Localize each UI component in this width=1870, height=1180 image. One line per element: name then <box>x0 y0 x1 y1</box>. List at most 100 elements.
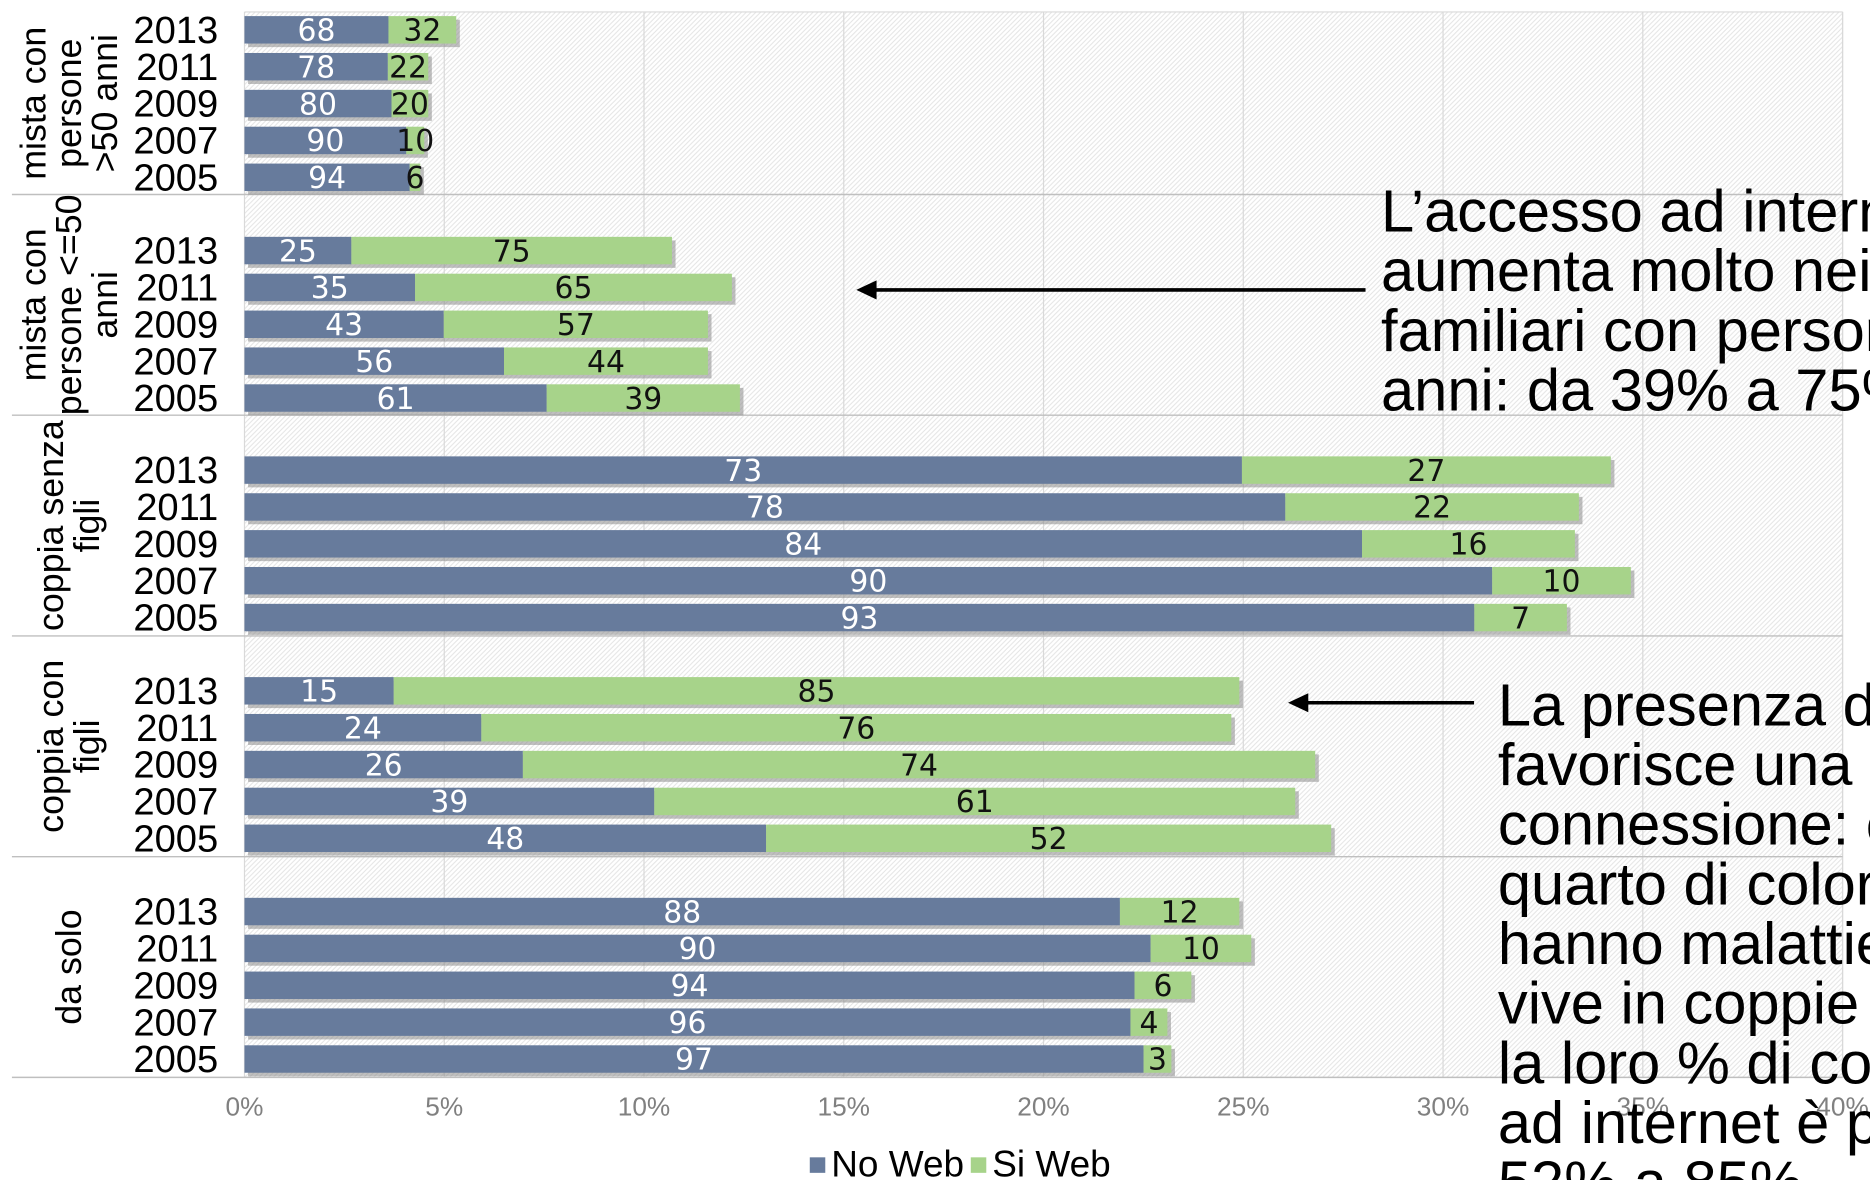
year-labels: 2013201120092007200520132011200920072005… <box>133 9 218 1081</box>
bar-si-web <box>391 89 429 118</box>
bar-no-web <box>244 603 1475 632</box>
bar-si-web <box>393 677 1240 705</box>
data-label-no-web: 73 <box>724 454 762 489</box>
data-label-no-web: 68 <box>298 14 336 49</box>
data-label-si-web: 27 <box>1407 454 1445 489</box>
bar-no-web <box>244 493 1286 521</box>
annotation-arrow-head <box>1288 693 1309 713</box>
bar-no-web <box>244 530 1363 558</box>
data-label-si-web: 39 <box>624 382 662 417</box>
annotation-line: hanno malattie ca <box>1498 910 1870 977</box>
year-label: 2007 <box>133 120 218 163</box>
group-label-line: persone <box>49 39 89 168</box>
group-separators <box>11 193 1843 1079</box>
annotation-arrow-head <box>856 280 877 300</box>
data-label-no-web: 90 <box>849 564 887 599</box>
group-label-line: da solo <box>49 909 89 1024</box>
year-label: 2005 <box>133 377 218 420</box>
bar-si-web <box>546 384 740 412</box>
year-label: 2013 <box>133 891 218 934</box>
data-label-si-web: 6 <box>406 161 425 196</box>
year-label: 2011 <box>136 486 218 529</box>
data-label-no-web: 48 <box>486 822 524 857</box>
data-label-no-web: 56 <box>355 345 393 380</box>
data-label-no-web: 97 <box>675 1043 713 1078</box>
bar-no-web <box>244 126 407 155</box>
bar-si-web <box>1150 934 1252 963</box>
group-label-line: figli <box>67 499 107 553</box>
x-tick-label: 5% <box>425 1092 463 1122</box>
annotation-line: connessione: circ <box>1498 791 1870 858</box>
legend-swatch <box>809 1157 826 1173</box>
year-label: 2013 <box>133 670 218 713</box>
annotation-line: favorisce una ma <box>1498 731 1870 798</box>
year-label: 2007 <box>133 1001 218 1044</box>
group-label-line: anni <box>85 271 125 339</box>
group-label-line: persone <=50 <box>49 194 89 415</box>
bar-si-web <box>1474 603 1567 632</box>
data-label-si-web: 10 <box>1182 932 1220 967</box>
bar-si-web <box>481 713 1232 742</box>
bar-si-web <box>1134 971 1192 1000</box>
group-label-line: coppia senza <box>31 420 71 631</box>
bar-no-web <box>244 713 482 742</box>
annotation-line: La presenza di fig <box>1498 671 1870 738</box>
data-label-si-web: 76 <box>837 711 875 746</box>
bar-no-web <box>244 384 547 412</box>
data-label-si-web: 52 <box>1030 822 1068 857</box>
x-tick-label: 15% <box>818 1092 871 1122</box>
data-label-si-web: 20 <box>391 87 429 122</box>
x-tick-label: 10% <box>618 1092 671 1122</box>
bar-si-web <box>409 163 421 192</box>
data-label-si-web: 22 <box>389 50 427 85</box>
bar-si-web <box>766 824 1332 853</box>
annotation-line: aumenta molto nei nuc <box>1381 237 1870 304</box>
data-label-no-web: 78 <box>297 50 335 85</box>
year-label: 2009 <box>133 744 218 787</box>
data-label-no-web: 90 <box>679 932 717 967</box>
data-label-si-web: 4 <box>1139 1006 1158 1041</box>
x-tick-label: 40% <box>1816 1092 1869 1122</box>
bar-no-web <box>244 1008 1131 1036</box>
data-label-si-web: 10 <box>1543 564 1581 599</box>
legend: No Web Si Web <box>809 1143 1111 1180</box>
bar-no-web <box>244 824 767 853</box>
data-label-si-web: 61 <box>956 785 994 820</box>
bar-si-web <box>1362 530 1575 558</box>
bar-no-web <box>244 897 1120 926</box>
year-label: 2005 <box>133 597 218 640</box>
data-label-no-web: 25 <box>279 234 317 269</box>
data-label-si-web: 12 <box>1161 895 1199 930</box>
annotation-line: L’accesso ad internet <box>1381 177 1870 244</box>
x-axis-ticks: 0% 5% 10% 15% 20% 25% 30% 35% 40% <box>226 1092 1869 1122</box>
data-label-no-web: 39 <box>430 785 468 820</box>
year-label: 2005 <box>133 817 218 860</box>
data-label-si-web: 65 <box>555 271 593 306</box>
data-label-no-web: 26 <box>365 748 403 783</box>
legend-label: Si Web <box>992 1143 1110 1180</box>
bar-no-web <box>244 89 392 118</box>
data-label-si-web: 7 <box>1511 601 1530 636</box>
bar-si-web <box>522 750 1316 779</box>
legend-item: Si Web <box>970 1143 1111 1180</box>
annotations: L’accesso ad internetaumenta molto nei n… <box>856 177 1870 1180</box>
data-label-no-web: 94 <box>671 969 709 1004</box>
bar-si-web <box>1143 1045 1172 1073</box>
bar-no-web <box>244 566 1493 595</box>
annotation-line: la loro % di conne <box>1498 1029 1870 1096</box>
annotation-line: 52% a 85% <box>1498 1149 1803 1180</box>
legend-item: No Web <box>809 1143 964 1180</box>
group-label-line: mista con <box>13 228 53 381</box>
group-label-line: mista con <box>13 27 53 180</box>
data-label-no-web: 43 <box>325 308 363 343</box>
year-label: 2013 <box>133 9 218 52</box>
bar-no-web <box>244 456 1242 484</box>
year-label: 2011 <box>136 46 218 89</box>
data-label-si-web: 32 <box>403 14 441 49</box>
year-label: 2005 <box>133 1038 218 1081</box>
bar-si-web <box>388 16 457 44</box>
